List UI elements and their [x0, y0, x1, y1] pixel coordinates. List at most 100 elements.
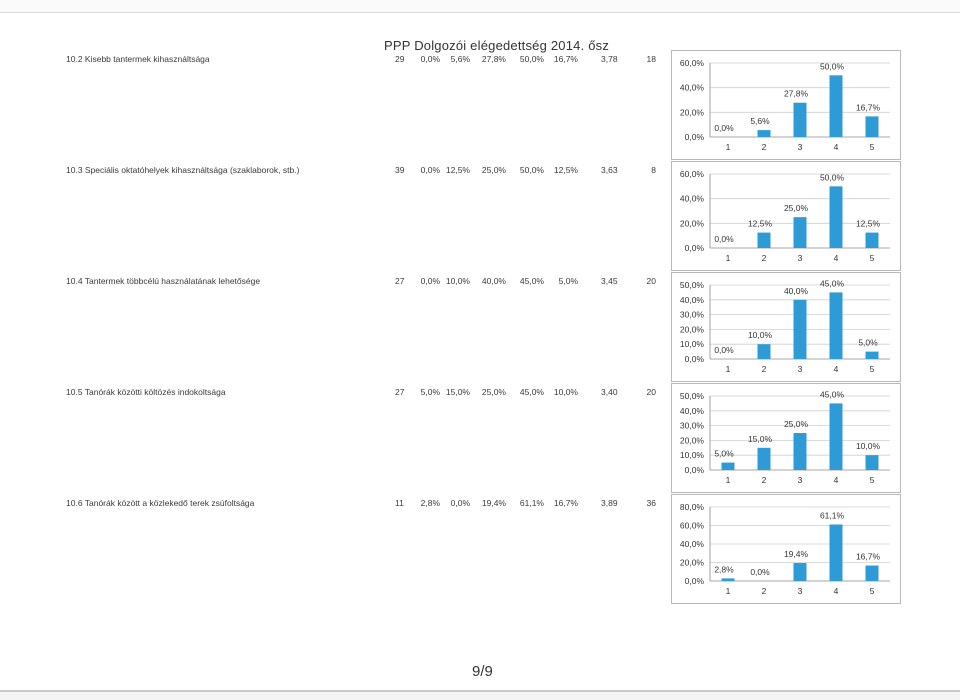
row-pct-3: 19,4% [481, 498, 506, 508]
x-tick-label: 4 [834, 586, 839, 596]
y-tick-label: 30,0% [680, 421, 705, 431]
row-average: 3,63 [601, 165, 618, 175]
row-pct-4: 50,0% [519, 54, 544, 64]
data-label: 12,5% [748, 219, 773, 229]
x-tick-label: 1 [726, 364, 731, 374]
row-pct-3: 27,8% [481, 54, 506, 64]
data-label: 10,0% [748, 330, 773, 340]
y-tick-label: 20,0% [680, 107, 705, 117]
bar [865, 351, 879, 359]
y-tick-label: 40,0% [680, 194, 705, 204]
y-tick-label: 10,0% [680, 450, 705, 460]
bar [793, 217, 807, 248]
data-label: 40,0% [784, 286, 809, 296]
row-pct-1: 0,0% [420, 276, 440, 286]
bar-chart-10-6: 0,0% 20,0% 40,0% 60,0% 80,0% 2,8% 1 0,0% 2 19,4% 3… [671, 494, 901, 604]
row-pct-2: 15,0% [445, 387, 470, 397]
data-label: 25,0% [784, 203, 809, 213]
x-tick-label: 5 [870, 364, 875, 374]
row-pct-2: 0,0% [450, 498, 470, 508]
data-label: 45,0% [820, 278, 845, 288]
y-tick-label: 40,0% [680, 295, 705, 305]
page-bottom-edge [0, 690, 960, 700]
data-label: 27,8% [784, 89, 809, 99]
y-tick-label: 40,0% [680, 83, 705, 93]
page-title: PPP Dolgozói elégedettség 2014. ősz [384, 38, 610, 53]
y-tick-label: 10,0% [680, 339, 705, 349]
data-label: 10,0% [856, 441, 881, 451]
y-tick-label: 0,0% [685, 132, 705, 142]
row-label: 10.2 Kisebb tantermek kihasználtsága [66, 54, 210, 64]
row-pct-4: 45,0% [519, 276, 544, 286]
bar-chart-10-4: 0,0% 10,0% 20,0% 30,0% 40,0% 50,0% 0,0% 1 10,0% 2… [671, 272, 901, 382]
row-pct-1: 2,8% [420, 498, 440, 508]
row-n: 27 [395, 276, 405, 286]
row-count: 20 [646, 276, 656, 286]
x-tick-label: 4 [834, 475, 839, 485]
chart-svg: 0,0% 20,0% 40,0% 60,0% 80,0% 2,8% 1 0,0% 2 19,4% 3… [680, 502, 890, 596]
page-top-edge [0, 0, 960, 13]
row-count: 8 [651, 165, 656, 175]
y-tick-label: 20,0% [680, 324, 705, 334]
row-average: 3,40 [601, 387, 618, 397]
y-tick-label: 0,0% [685, 465, 705, 475]
page-number: 9/9 [472, 663, 493, 680]
row-pct-4: 61,1% [519, 498, 544, 508]
y-tick-label: 50,0% [680, 391, 705, 401]
x-tick-label: 1 [726, 475, 731, 485]
bar [721, 462, 735, 470]
y-tick-label: 20,0% [680, 435, 705, 445]
data-label: 19,4% [784, 549, 809, 559]
row-pct-4: 45,0% [519, 387, 544, 397]
bar [829, 524, 843, 581]
x-tick-label: 5 [870, 142, 875, 152]
data-label: 0,0% [714, 345, 734, 355]
y-tick-label: 60,0% [680, 58, 705, 68]
bar-chart-10-2: 0,0% 20,0% 40,0% 60,0% 0,0% 1 5,6% 2 27,8% 3 50,0%… [671, 50, 901, 160]
row-pct-5: 16,7% [553, 498, 578, 508]
y-tick-label: 0,0% [685, 243, 705, 253]
x-tick-label: 2 [762, 364, 767, 374]
data-label: 5,0% [714, 449, 734, 459]
row-n: 29 [395, 54, 405, 64]
bar [865, 116, 879, 137]
data-label: 45,0% [820, 389, 845, 399]
x-tick-label: 4 [834, 142, 839, 152]
bar [829, 292, 843, 359]
row-pct-5: 10,0% [553, 387, 578, 397]
data-label: 50,0% [820, 61, 845, 71]
y-tick-label: 60,0% [680, 521, 705, 531]
x-tick-label: 4 [834, 364, 839, 374]
data-label: 5,0% [858, 338, 878, 348]
row-pct-4: 50,0% [519, 165, 544, 175]
row-label: 10.5 Tanórák közötti költözés indokoltsá… [66, 387, 226, 397]
row-count: 18 [646, 54, 656, 64]
x-tick-label: 4 [834, 253, 839, 263]
data-label: 0,0% [714, 123, 734, 133]
y-tick-label: 40,0% [680, 539, 705, 549]
bar [793, 433, 807, 470]
y-tick-label: 50,0% [680, 280, 705, 290]
y-tick-label: 60,0% [680, 169, 705, 179]
bar-chart-10-5: 0,0% 10,0% 20,0% 30,0% 40,0% 50,0% 5,0% 1 15,0% 2… [671, 383, 901, 493]
data-label: 2,8% [714, 564, 734, 574]
x-tick-label: 3 [798, 586, 803, 596]
data-label: 16,7% [856, 102, 881, 112]
data-label: 50,0% [820, 172, 845, 182]
row-count: 36 [646, 498, 656, 508]
x-tick-label: 2 [762, 475, 767, 485]
bar [865, 455, 879, 470]
row-pct-2: 5,6% [450, 54, 470, 64]
x-tick-label: 3 [798, 253, 803, 263]
row-pct-2: 10,0% [445, 276, 470, 286]
data-label: 0,0% [750, 567, 770, 577]
chart-svg: 0,0% 10,0% 20,0% 30,0% 40,0% 50,0% 5,0% 1 15,0% 2… [680, 389, 890, 485]
bar [829, 186, 843, 248]
data-label: 61,1% [820, 510, 845, 520]
x-tick-label: 5 [870, 253, 875, 263]
y-tick-label: 0,0% [685, 576, 705, 586]
row-pct-5: 12,5% [553, 165, 578, 175]
chart-svg: 0,0% 20,0% 40,0% 60,0% 0,0% 1 12,5% 2 25,0% 3 50,0… [680, 169, 890, 263]
row-pct-3: 25,0% [481, 165, 506, 175]
row-pct-2: 12,5% [445, 165, 470, 175]
